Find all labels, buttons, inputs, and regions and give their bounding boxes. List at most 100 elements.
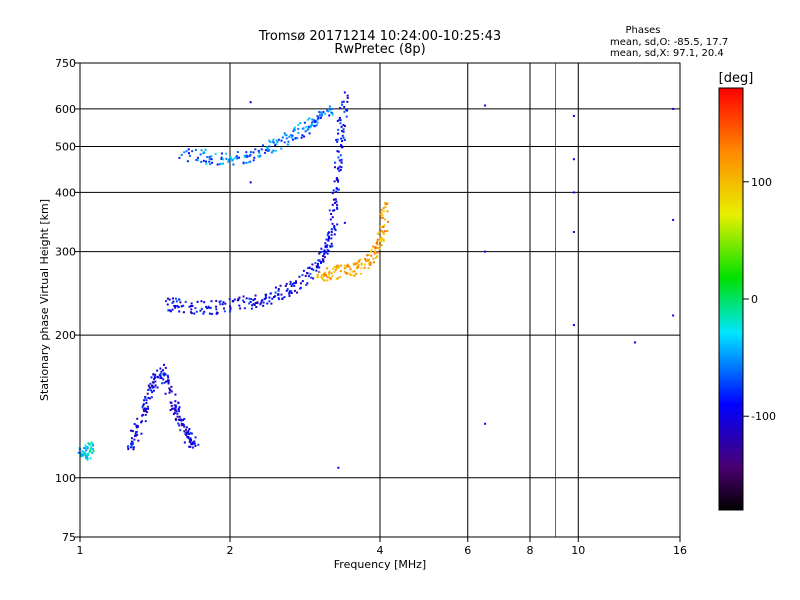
x-tick-label: 8 <box>527 544 534 557</box>
data-point <box>144 410 147 413</box>
data-point <box>274 295 277 298</box>
data-point <box>238 296 241 299</box>
data-point <box>166 297 169 300</box>
data-point <box>285 134 288 137</box>
data-point <box>89 457 92 460</box>
data-point <box>145 401 148 404</box>
x-tick-label: 10 <box>571 544 585 557</box>
data-point <box>328 114 331 117</box>
data-point <box>345 115 348 118</box>
data-point <box>318 259 321 262</box>
data-point <box>177 408 180 411</box>
data-point <box>360 272 363 275</box>
data-point <box>340 161 343 164</box>
data-point <box>325 245 328 248</box>
data-point <box>288 290 291 293</box>
data-point <box>211 312 214 315</box>
data-point <box>188 428 191 431</box>
data-point <box>370 248 373 251</box>
data-point <box>297 127 300 130</box>
data-point <box>283 296 286 299</box>
data-point <box>276 140 279 143</box>
data-point <box>324 274 327 277</box>
data-point <box>294 281 297 284</box>
data-point <box>172 300 175 303</box>
data-point <box>316 264 319 267</box>
data-point <box>345 271 348 274</box>
data-point <box>386 229 389 232</box>
data-point <box>380 216 383 219</box>
data-point <box>334 161 337 164</box>
data-point <box>332 267 335 270</box>
data-point <box>196 159 199 162</box>
data-point <box>308 117 311 120</box>
data-point <box>137 439 140 442</box>
data-point <box>328 271 331 274</box>
data-point <box>336 266 339 269</box>
data-point <box>285 282 288 285</box>
data-point <box>338 118 341 121</box>
data-point <box>181 424 184 427</box>
colorbar-ticks: -100 0 100 <box>743 176 776 423</box>
data-point <box>374 256 377 259</box>
data-point <box>260 300 263 303</box>
data-point <box>145 407 148 410</box>
data-point <box>195 158 198 161</box>
data-point <box>322 278 325 281</box>
data-point <box>333 166 336 169</box>
data-point <box>339 168 342 171</box>
data-point <box>366 258 369 261</box>
data-point <box>203 301 206 304</box>
data-point <box>337 188 340 191</box>
data-point <box>334 229 337 232</box>
data-point <box>337 132 340 135</box>
data-point <box>193 442 196 445</box>
data-point <box>310 124 313 127</box>
data-point <box>313 125 316 128</box>
data-point <box>286 288 289 291</box>
data-point <box>280 293 283 296</box>
data-point <box>283 141 286 144</box>
data-point <box>341 130 344 133</box>
data-point <box>270 302 273 305</box>
data-point <box>358 260 361 263</box>
data-point <box>144 395 147 398</box>
data-point <box>333 270 336 273</box>
data-point <box>170 385 173 388</box>
data-point <box>319 114 322 117</box>
data-point <box>334 198 337 201</box>
data-point <box>274 149 277 152</box>
data-point <box>296 291 299 294</box>
data-point <box>320 113 323 116</box>
data-point <box>355 267 358 270</box>
data-point <box>338 169 341 172</box>
data-point <box>295 280 298 283</box>
data-point <box>222 301 225 304</box>
data-point <box>373 261 376 264</box>
data-point <box>216 163 219 166</box>
data-point <box>248 154 251 157</box>
data-point <box>346 94 349 97</box>
data-point <box>336 207 339 210</box>
data-point <box>254 294 257 297</box>
data-point <box>344 108 347 111</box>
data-point <box>200 149 203 152</box>
data-point <box>169 388 172 391</box>
y-tick-label: 75 <box>62 531 76 544</box>
data-point <box>232 158 235 161</box>
data-point <box>87 452 90 455</box>
data-point <box>326 252 329 255</box>
data-point <box>143 407 146 410</box>
data-point <box>150 389 153 392</box>
data-point <box>272 138 275 141</box>
data-point <box>312 268 315 271</box>
data-point <box>572 158 575 161</box>
data-point <box>334 268 337 271</box>
data-point <box>180 422 183 425</box>
data-point <box>280 147 283 150</box>
data-point <box>309 272 312 275</box>
y-tick-label: 100 <box>55 472 76 485</box>
data-point <box>346 109 349 112</box>
data-point <box>328 109 331 112</box>
data-point <box>245 161 248 164</box>
